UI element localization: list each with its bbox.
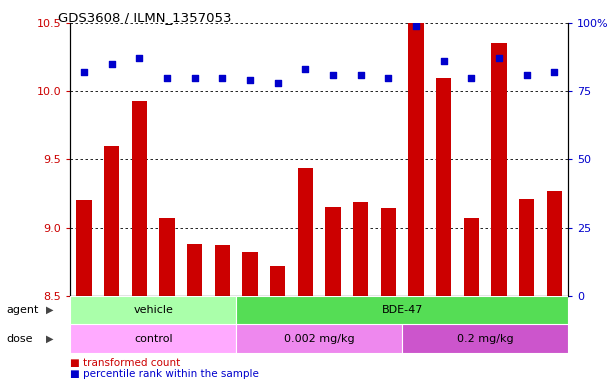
Text: GSM496413: GSM496413 — [329, 296, 338, 344]
Point — [273, 80, 283, 86]
Bar — [76, 200, 92, 296]
Bar — [464, 218, 479, 296]
Point — [328, 72, 338, 78]
Text: GSM496416: GSM496416 — [412, 296, 420, 344]
Bar — [132, 101, 147, 296]
Bar — [353, 202, 368, 296]
Point — [218, 74, 227, 81]
Bar — [236, 324, 402, 353]
Bar — [436, 78, 452, 296]
Point — [549, 69, 559, 75]
Bar — [236, 296, 568, 324]
Bar — [70, 296, 236, 324]
Text: GSM496412: GSM496412 — [301, 296, 310, 344]
Bar — [402, 324, 568, 353]
Text: ■ transformed count: ■ transformed count — [70, 358, 180, 368]
Bar — [519, 199, 535, 296]
Point — [301, 66, 310, 73]
Point — [134, 55, 144, 61]
Bar — [326, 207, 341, 296]
Text: control: control — [134, 334, 172, 344]
Point — [522, 72, 532, 78]
Text: GSM496421: GSM496421 — [550, 296, 559, 344]
Point — [245, 77, 255, 83]
Bar — [215, 245, 230, 296]
Bar — [243, 252, 258, 296]
Point — [494, 55, 504, 61]
Text: GSM496414: GSM496414 — [356, 296, 365, 344]
Point — [411, 23, 421, 29]
Point — [190, 74, 200, 81]
Text: ■ percentile rank within the sample: ■ percentile rank within the sample — [70, 369, 259, 379]
Text: GSM496410: GSM496410 — [246, 296, 255, 344]
Bar — [547, 191, 562, 296]
Bar — [298, 167, 313, 296]
Text: GSM496415: GSM496415 — [384, 296, 393, 344]
Bar — [159, 218, 175, 296]
Text: GSM496419: GSM496419 — [494, 296, 503, 344]
Text: ▶: ▶ — [46, 334, 53, 344]
Point — [439, 58, 448, 64]
Text: GSM496418: GSM496418 — [467, 296, 476, 344]
Point — [107, 61, 117, 67]
Text: vehicle: vehicle — [133, 305, 173, 315]
Point — [356, 72, 365, 78]
Text: BDE-47: BDE-47 — [381, 305, 423, 315]
Bar — [104, 146, 119, 296]
Bar — [491, 43, 507, 296]
Point — [79, 69, 89, 75]
Text: ▶: ▶ — [46, 305, 53, 315]
Bar — [187, 244, 202, 296]
Text: GSM496407: GSM496407 — [163, 296, 172, 344]
Text: GSM496406: GSM496406 — [135, 296, 144, 344]
Text: GSM496409: GSM496409 — [218, 296, 227, 344]
Point — [384, 74, 393, 81]
Point — [467, 74, 477, 81]
Bar — [381, 209, 396, 296]
Text: GSM496408: GSM496408 — [190, 296, 199, 344]
Point — [162, 74, 172, 81]
Bar — [270, 266, 285, 296]
Text: GSM496411: GSM496411 — [273, 296, 282, 344]
Text: GDS3608 / ILMN_1357053: GDS3608 / ILMN_1357053 — [58, 12, 232, 25]
Text: GSM496405: GSM496405 — [108, 296, 116, 344]
Bar — [70, 324, 236, 353]
Text: agent: agent — [6, 305, 38, 315]
Text: GSM496417: GSM496417 — [439, 296, 448, 344]
Bar — [409, 23, 423, 296]
Text: 0.2 mg/kg: 0.2 mg/kg — [457, 334, 514, 344]
Text: dose: dose — [6, 334, 32, 344]
Text: 0.002 mg/kg: 0.002 mg/kg — [284, 334, 354, 344]
Text: GSM496420: GSM496420 — [522, 296, 531, 344]
Text: GSM496404: GSM496404 — [79, 296, 89, 344]
